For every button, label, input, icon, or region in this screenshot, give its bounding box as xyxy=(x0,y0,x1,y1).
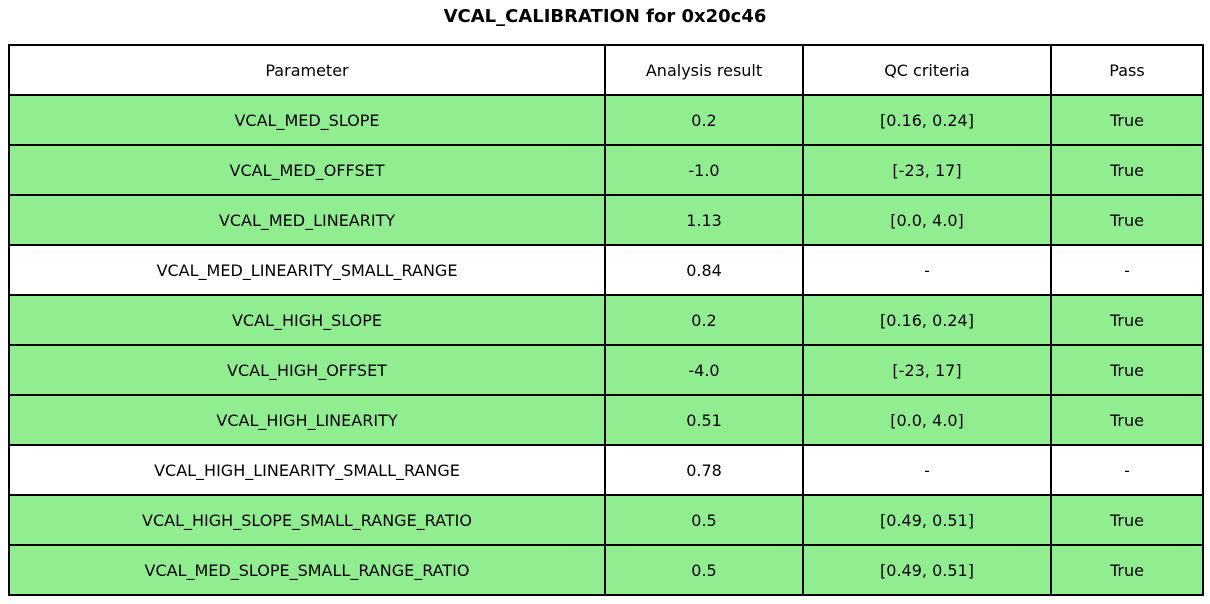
table-row: VCAL_MED_LINEARITY 1.13 [0.0, 4.0] True xyxy=(8,194,1204,246)
cell-pass: - xyxy=(1050,444,1204,496)
cell-pass: True xyxy=(1050,294,1204,346)
table-row: VCAL_MED_LINEARITY_SMALL_RANGE 0.84- - xyxy=(8,244,1204,296)
cell-parameter: VCAL_MED_SLOPE xyxy=(8,94,606,146)
cell-analysis-result: 0.84 xyxy=(604,244,804,296)
cell-pass: True xyxy=(1050,544,1204,596)
cell-qc-criteria: - xyxy=(802,244,1052,296)
cell-qc-criteria: [0.49, 0.51] xyxy=(802,494,1052,546)
table-body: VCAL_MED_SLOPE 0.2 [0.16, 0.24] True VCAL_ME… xyxy=(8,94,1204,596)
cell-parameter: VCAL_MED_LINEARITY xyxy=(8,194,606,246)
cell-qc-criteria: [0.16, 0.24] xyxy=(802,294,1052,346)
cell-pass: True xyxy=(1050,494,1204,546)
column-header-qc-criteria: QC criteria xyxy=(802,44,1052,96)
cell-pass: - xyxy=(1050,244,1204,296)
cell-pass: True xyxy=(1050,194,1204,246)
table-row: VCAL_HIGH_SLOPE 0.2 [0.16, 0.24] True xyxy=(8,294,1204,346)
cell-qc-criteria: [0.16, 0.24] xyxy=(802,94,1052,146)
cell-parameter: VCAL_MED_SLOPE_SMALL_RANGE_RATIO xyxy=(8,544,606,596)
table-row: VCAL_HIGH_SLOPE_SMALL_RANGE_RATIO 0.5 [0.4… xyxy=(8,494,1204,546)
cell-parameter: VCAL_HIGH_LINEARITY_SMALL_RANGE xyxy=(8,444,606,496)
cell-qc-criteria: [0.0, 4.0] xyxy=(802,194,1052,246)
table-row: VCAL_MED_SLOPE 0.2 [0.16, 0.24] True xyxy=(8,94,1204,146)
cell-qc-criteria: [0.49, 0.51] xyxy=(802,544,1052,596)
cell-pass: True xyxy=(1050,344,1204,396)
cell-qc-criteria: [0.0, 4.0] xyxy=(802,394,1052,446)
table-row: VCAL_MED_OFFSET -1.0 [-23, 17] True xyxy=(8,144,1204,196)
cell-analysis-result: 0.2 xyxy=(604,294,804,346)
table-row: VCAL_MED_SLOPE_SMALL_RANGE_RATIO 0.5 [0.49… xyxy=(8,544,1204,596)
cell-parameter: VCAL_HIGH_SLOPE_SMALL_RANGE_RATIO xyxy=(8,494,606,546)
chart-title: VCAL_CALIBRATION for 0x20c46 xyxy=(443,6,767,27)
table-row: VCAL_HIGH_LINEARITY_SMALL_RANGE 0.78- - xyxy=(8,444,1204,496)
table-header-row: Parameter Analysis result QC criteria Pa… xyxy=(8,44,1204,96)
cell-qc-criteria: - xyxy=(802,444,1052,496)
cell-qc-criteria: [-23, 17] xyxy=(802,344,1052,396)
column-header-pass: Pass xyxy=(1050,44,1204,96)
cell-analysis-result: 0.51 xyxy=(604,394,804,446)
cell-analysis-result: 0.78 xyxy=(604,444,804,496)
cell-analysis-result: 0.2 xyxy=(604,94,804,146)
cell-analysis-result: 0.5 xyxy=(604,544,804,596)
cell-parameter: VCAL_HIGH_SLOPE xyxy=(8,294,606,346)
cell-analysis-result: 0.5 xyxy=(604,494,804,546)
cell-analysis-result: 1.13 xyxy=(604,194,804,246)
cell-analysis-result: -4.0 xyxy=(604,344,804,396)
cell-analysis-result: -1.0 xyxy=(604,144,804,196)
column-header-analysis-result: Analysis result xyxy=(604,44,804,96)
qc-results-table: Parameter Analysis result QC criteria Pa… xyxy=(8,44,1204,596)
cell-parameter: VCAL_HIGH_LINEARITY xyxy=(8,394,606,446)
cell-parameter: VCAL_MED_LINEARITY_SMALL_RANGE xyxy=(8,244,606,296)
column-header-parameter: Parameter xyxy=(8,44,606,96)
cell-pass: True xyxy=(1050,144,1204,196)
cell-parameter: VCAL_HIGH_OFFSET xyxy=(8,344,606,396)
cell-qc-criteria: [-23, 17] xyxy=(802,144,1052,196)
table-row: VCAL_HIGH_OFFSET -4.0 [-23, 17] True xyxy=(8,344,1204,396)
table-row: VCAL_HIGH_LINEARITY 0.51 [0.0, 4.0] True xyxy=(8,394,1204,446)
cell-pass: True xyxy=(1050,94,1204,146)
cell-parameter: VCAL_MED_OFFSET xyxy=(8,144,606,196)
cell-pass: True xyxy=(1050,394,1204,446)
